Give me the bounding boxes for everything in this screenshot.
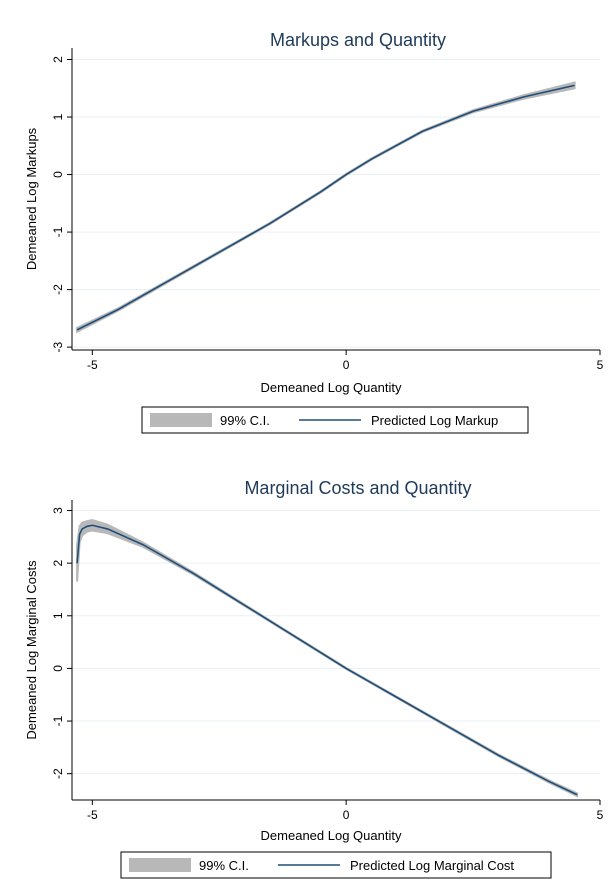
legend: 99% C.I. Predicted Log Marginal Cost: [120, 851, 552, 879]
series-line: [76, 524, 578, 796]
chart-title: Marginal Costs and Quantity: [244, 478, 471, 498]
y-tick-label: 0: [51, 665, 65, 672]
chart-panel-2: Marginal Costs and Quantity -2 -1 0 1 2 3 -5 0 5 D…: [24, 478, 604, 879]
x-tick-label: 0: [343, 358, 350, 372]
series-line: [76, 84, 575, 331]
y-tick-label: -3: [51, 341, 65, 352]
y-tick-label: 1: [51, 113, 65, 120]
y-tick-label: -2: [51, 284, 65, 295]
y-axis-label: Demeaned Log Marginal Costs: [24, 560, 39, 740]
legend: 99% C.I. Predicted Log Markup: [141, 406, 529, 434]
x-tick-label: 5: [597, 358, 604, 372]
y-tick-label: 1: [51, 612, 65, 619]
legend-ci-label: 99% C.I.: [199, 858, 249, 873]
x-tick-label: 5: [597, 808, 604, 822]
y-tick-label: -1: [51, 226, 65, 237]
y-tick-label: 3: [51, 507, 65, 514]
legend-ci-swatch: [150, 413, 212, 427]
legend-ci-swatch: [129, 858, 191, 872]
ci-band: [76, 518, 579, 798]
y-tick-label: 2: [51, 560, 65, 567]
x-tick-label: -5: [87, 358, 98, 372]
y-tick-label: -1: [51, 715, 65, 726]
y-axis-label: Demeaned Log Markups: [24, 127, 39, 270]
ci-band: [76, 81, 576, 334]
y-tick-label: 0: [51, 171, 65, 178]
chart-title: Markups and Quantity: [270, 30, 446, 50]
x-axis-label: Demeaned Log Quantity: [261, 828, 402, 843]
legend-line-label: Predicted Log Marginal Cost: [350, 858, 514, 873]
x-tick-label: 0: [343, 808, 350, 822]
legend-ci-label: 99% C.I.: [220, 413, 270, 428]
x-axis-label: Demeaned Log Quantity: [261, 380, 402, 395]
y-tick-label: 2: [51, 56, 65, 63]
legend-line-label: Predicted Log Markup: [371, 413, 498, 428]
chart-panel-1: Markups and Quantity -3 -2 -1 0 1 2 -5 0 5 Demeane…: [24, 30, 604, 434]
y-tick-label: -2: [51, 768, 65, 779]
x-tick-label: -5: [87, 808, 98, 822]
